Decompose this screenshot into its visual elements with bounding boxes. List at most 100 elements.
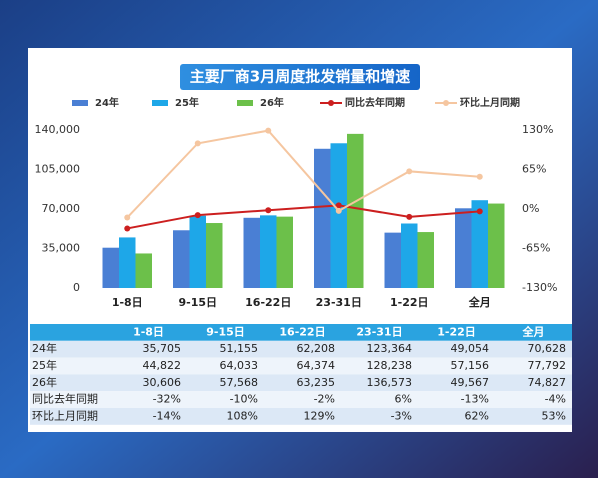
y2-tick-label: -130%: [522, 281, 557, 294]
table-cell: -10%: [230, 393, 258, 406]
table-cell: 64,033: [220, 359, 259, 372]
bar: [189, 215, 206, 288]
line-point: [335, 207, 342, 214]
x-tick-label: 1-22日: [390, 296, 429, 309]
bar: [243, 217, 260, 288]
bar: [102, 247, 119, 288]
table-cell: -4%: [545, 393, 566, 406]
y-tick-label: 70,000: [42, 202, 81, 215]
table-row-bg: [30, 391, 572, 408]
x-tick-label: 9-15日: [178, 296, 217, 309]
table-row-label: 24年: [32, 341, 57, 355]
bar: [119, 237, 136, 288]
line-point: [476, 173, 483, 180]
table-header: 1-22日: [437, 325, 476, 338]
y-tick-label: 105,000: [35, 163, 81, 176]
bar: [173, 230, 190, 288]
legend-dot: [328, 100, 334, 106]
line-point: [194, 140, 201, 147]
bar: [347, 133, 364, 288]
line-point: [265, 207, 272, 214]
bar: [314, 148, 331, 288]
table-row-bg: [30, 408, 572, 425]
table-cell: -32%: [153, 393, 181, 406]
x-tick-label: 23-31日: [316, 296, 362, 309]
table-header: 1-8日: [133, 325, 164, 338]
bar: [471, 200, 488, 288]
table-cell: 74,827: [528, 376, 567, 389]
table-cell: 44,822: [143, 359, 182, 372]
table-row-label: 环比上月同期: [32, 409, 98, 422]
table-cell: 62%: [465, 409, 489, 422]
table-cell: 129%: [304, 409, 335, 422]
line-point: [335, 202, 342, 209]
y2-tick-label: 130%: [522, 123, 553, 136]
table-cell: -14%: [153, 409, 181, 422]
legend-swatch: [152, 100, 168, 106]
line-point: [265, 127, 272, 134]
x-tick-label: 全月: [468, 295, 491, 309]
bar: [135, 253, 152, 288]
legend-label: 环比上月同期: [460, 96, 520, 109]
table-cell: 57,156: [451, 359, 490, 372]
legend-label: 24年: [95, 96, 119, 109]
table-cell: 6%: [395, 393, 412, 406]
table-row-label: 同比去年同期: [32, 392, 98, 406]
table-cell: 123,364: [367, 342, 413, 355]
table-cell: 30,606: [143, 376, 182, 389]
legend-label: 25年: [175, 96, 199, 109]
table-cell: 70,628: [528, 342, 567, 355]
table-cell: 64,374: [297, 359, 336, 372]
legend-swatch: [237, 100, 253, 106]
table-cell: 63,235: [297, 376, 336, 389]
table-cell: 49,567: [451, 376, 490, 389]
line-point: [406, 213, 413, 220]
legend-label: 26年: [260, 96, 284, 109]
table-cell: 35,705: [143, 342, 182, 355]
table-cell: 49,054: [451, 342, 490, 355]
table-header: 9-15日: [206, 325, 245, 338]
line-point: [124, 214, 131, 221]
table-header: 16-22日: [279, 325, 325, 338]
line-point: [194, 212, 201, 219]
table-row-label: 26年: [32, 375, 57, 389]
table-cell: -13%: [461, 393, 489, 406]
line-point: [406, 168, 413, 175]
legend-label: 同比去年同期: [345, 96, 405, 109]
table-row-bg: [30, 357, 572, 375]
title-banner: [180, 64, 420, 90]
line: [127, 204, 480, 230]
table-cell: -2%: [314, 393, 335, 406]
table-header: 23-31日: [356, 325, 402, 338]
bar: [488, 203, 505, 288]
bar: [417, 232, 434, 288]
table-cell: 77,792: [528, 359, 567, 372]
y-tick-label: 35,000: [42, 242, 81, 255]
table-cell: -3%: [391, 409, 412, 422]
table-cell: 62,208: [297, 342, 336, 355]
y2-tick-label: 0%: [522, 202, 539, 215]
y-tick-label: 140,000: [35, 123, 81, 136]
bar: [206, 223, 223, 288]
legend-swatch: [72, 100, 88, 106]
table-cell: 57,568: [220, 376, 259, 389]
table-cell: 51,155: [220, 342, 259, 355]
line-point: [124, 225, 131, 232]
table-header: 全月: [522, 324, 545, 338]
bar: [260, 215, 277, 288]
table-row-bg: [30, 374, 572, 392]
table-row-bg: [30, 340, 572, 358]
bar: [276, 216, 293, 288]
table-cell: 53%: [542, 409, 566, 422]
table-cell: 128,238: [367, 359, 413, 372]
y2-tick-label: 65%: [522, 163, 546, 176]
bar: [384, 232, 401, 288]
table-cell: 108%: [227, 409, 258, 422]
bar: [401, 223, 418, 288]
table-row-label: 25年: [32, 358, 57, 372]
line-point: [476, 208, 483, 215]
bar: [330, 143, 347, 288]
x-tick-label: 16-22日: [245, 296, 291, 309]
bar: [455, 208, 472, 288]
